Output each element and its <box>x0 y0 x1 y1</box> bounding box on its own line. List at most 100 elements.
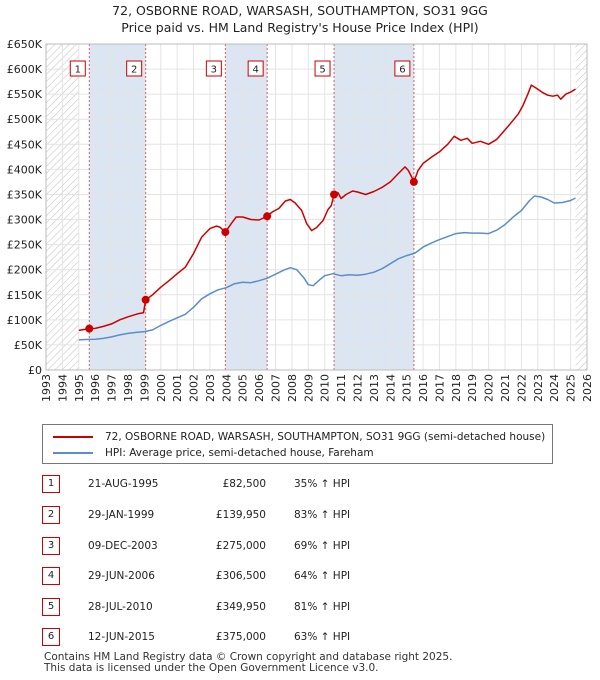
sale-label: 5 <box>319 65 325 76</box>
x-tick-label: 2004 <box>220 374 233 402</box>
legend-item-property: 72, OSBORNE ROAD, WARSASH, SOUTHAMPTON, … <box>53 430 545 444</box>
sale-date: 29-JUN-2006 <box>88 570 155 582</box>
y-tick-label: £200K <box>7 264 43 277</box>
y-tick-label: £600K <box>7 63 43 76</box>
ownership-shade <box>89 44 146 370</box>
sale-price: £349,950 <box>215 601 266 613</box>
sale-number-badge: 1 <box>42 475 60 493</box>
y-tick-label: £300K <box>7 214 43 227</box>
sale-label-box <box>69 60 86 77</box>
x-tick-label: 1999 <box>138 374 151 402</box>
sale-point <box>330 190 339 199</box>
legend-label-hpi: HPI: Average price, semi-detached house,… <box>105 447 374 459</box>
y-tick-label: £500K <box>7 113 43 126</box>
sale-number-badge: 3 <box>42 537 60 555</box>
sale-label-box <box>247 60 264 77</box>
legend-swatch-property <box>53 436 93 438</box>
x-tick-label: 2021 <box>499 374 512 402</box>
title-line-1: 72, OSBORNE ROAD, WARSASH, SOUTHAMPTON, … <box>112 3 488 18</box>
sale-date: 21-AUG-1995 <box>88 478 159 490</box>
sale-label: 6 <box>399 65 405 76</box>
sale-price: £275,000 <box>215 540 266 552</box>
x-tick-label: 2002 <box>188 374 201 402</box>
sale-date: 28-JUL-2010 <box>88 601 153 613</box>
x-tick-label: 2019 <box>466 374 479 402</box>
x-tick-label: 2022 <box>515 374 528 402</box>
sale-price: £82,500 <box>222 478 266 490</box>
sale-point <box>409 177 418 186</box>
sale-number-badge: 6 <box>42 628 60 646</box>
y-tick-label: £550K <box>7 88 43 101</box>
x-tick-label: 2024 <box>548 374 561 402</box>
plot-border <box>45 43 588 371</box>
x-tick-label: 2026 <box>581 374 594 402</box>
footer-line-2: This data is licensed under the Open Gov… <box>44 662 379 674</box>
sale-label: 3 <box>211 65 217 76</box>
title-line-2: Price paid vs. HM Land Registry's House … <box>121 20 479 35</box>
x-tick-label: 2008 <box>286 374 299 402</box>
y-tick-label: £450K <box>7 138 43 151</box>
y-tick-label: £650K <box>7 38 43 51</box>
x-tick-label: 2023 <box>532 374 545 402</box>
x-tick-label: 2006 <box>253 374 266 402</box>
y-tick-label: £50K <box>14 339 43 352</box>
sale-point <box>85 324 94 333</box>
footer-line-1: Contains HM Land Registry data © Crown c… <box>44 651 453 663</box>
x-tick-label: 1996 <box>89 374 102 402</box>
sale-hpi-change: 83% ↑ HPI <box>294 509 351 521</box>
x-tick-label: 1995 <box>73 374 86 402</box>
price-chart: 1 2 3 4 5 6 £0 £50K £100K £150K £200K £250K £300K £3… <box>7 38 594 402</box>
hpi-series-line <box>78 195 576 341</box>
x-tick-label: 2013 <box>368 374 381 402</box>
y-tick-label: £250K <box>7 239 43 252</box>
sale-price: £306,500 <box>215 570 266 582</box>
x-tick-label: 2015 <box>401 374 414 402</box>
x-tick-label: 2020 <box>483 374 496 402</box>
sale-label-box <box>394 60 411 77</box>
sale-hpi-change: 64% ↑ HPI <box>294 570 351 582</box>
chart-title: 72, OSBORNE ROAD, WARSASH, SOUTHAMPTON, … <box>0 2 600 36</box>
sale-point <box>221 228 230 237</box>
sale-hpi-change: 69% ↑ HPI <box>294 540 351 552</box>
sale-price: £139,950 <box>215 509 266 521</box>
sale-point <box>141 295 150 304</box>
y-tick-label: £0 <box>28 364 42 377</box>
sale-label: 4 <box>252 65 258 76</box>
ownership-shade <box>225 44 268 370</box>
chart-legend: 72, OSBORNE ROAD, WARSASH, SOUTHAMPTON, … <box>42 424 553 464</box>
sale-date: 12-JUN-2015 <box>88 631 155 643</box>
x-tick-label: 2018 <box>450 374 463 402</box>
y-tick-label: £350K <box>7 188 43 201</box>
x-tick-label: 2001 <box>171 374 184 402</box>
sale-price: £375,000 <box>215 631 266 643</box>
x-tick-label: 1994 <box>56 374 69 402</box>
sale-date: 29-JAN-1999 <box>88 509 155 521</box>
x-tick-label: 2000 <box>155 374 168 402</box>
y-tick-label: £100K <box>7 314 43 327</box>
x-tick-label: 2014 <box>384 374 397 402</box>
sale-label-box <box>205 60 222 77</box>
y-tick-label: £150K <box>7 289 43 302</box>
sale-label: 1 <box>75 65 81 76</box>
x-tick-label: 2017 <box>433 374 446 402</box>
x-tick-label: 1997 <box>106 374 119 402</box>
sale-label-box <box>126 60 143 77</box>
sale-label: 2 <box>131 65 137 76</box>
sale-number-badge: 2 <box>42 506 60 524</box>
sale-number-badge: 5 <box>42 598 60 616</box>
x-tick-label: 2010 <box>319 374 332 402</box>
x-tick-label: 2025 <box>565 374 578 402</box>
x-tick-label: 2007 <box>270 374 283 402</box>
x-tick-label: 2009 <box>302 374 315 402</box>
sale-number-badge: 4 <box>42 567 60 585</box>
no-data-hatch <box>575 44 587 370</box>
sale-date: 09-DEC-2003 <box>88 540 158 552</box>
sale-point <box>263 212 272 221</box>
sale-hpi-change: 35% ↑ HPI <box>294 478 351 490</box>
legend-label-property: 72, OSBORNE ROAD, WARSASH, SOUTHAMPTON, … <box>105 431 546 443</box>
x-tick-label: 1998 <box>122 374 135 402</box>
y-tick-label: £400K <box>7 163 43 176</box>
x-tick-label: 2016 <box>417 374 430 402</box>
x-tick-label: 1993 <box>40 374 53 402</box>
x-tick-label: 2011 <box>335 374 348 402</box>
